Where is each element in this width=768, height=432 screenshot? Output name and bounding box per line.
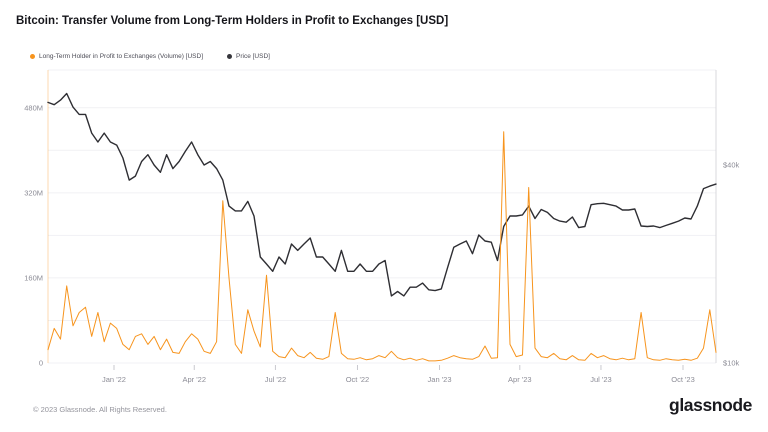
x-axis-label: Apr '22 [182,375,206,384]
legend: Long-Term Holder in Profit to Exchanges … [30,53,270,60]
left-axis-label: 320M [24,188,43,197]
legend-dot-volume-icon [30,54,35,59]
volume-line [47,131,717,362]
glassnode-logo[interactable]: glassnode [669,395,752,415]
legend-dot-price-icon [227,54,233,59]
legend-label-volume: Long-Term Holder in Profit to Exchanges … [39,53,204,60]
x-axis-label: Oct '23 [671,375,695,384]
legend-label-price: Price [USD] [236,53,270,60]
x-axis-label: Jan '23 [428,375,452,384]
left-axis-label: 0 [39,359,43,368]
x-axis-label: Jul '22 [265,375,286,384]
x-axis-label: Jul '23 [590,375,611,384]
right-axis-label: $40k [723,161,740,170]
page-title: Bitcoin: Transfer Volume from Long-Term … [16,15,449,27]
left-axis-label: 480M [24,103,43,112]
left-axis-label: 160M [24,273,43,282]
legend-item-volume[interactable]: Long-Term Holder in Profit to Exchanges … [30,53,203,60]
copyright-text: © 2023 Glassnode. All Rights Reserved. [33,405,167,414]
x-axis-label: Apr '23 [508,375,532,384]
price-line [47,92,717,297]
x-axis-label: Oct '22 [346,375,370,384]
legend-item-price[interactable]: Price [USD] [227,53,270,60]
x-axis-label: Jan '22 [102,375,126,384]
right-axis-label: $10k [723,359,740,368]
